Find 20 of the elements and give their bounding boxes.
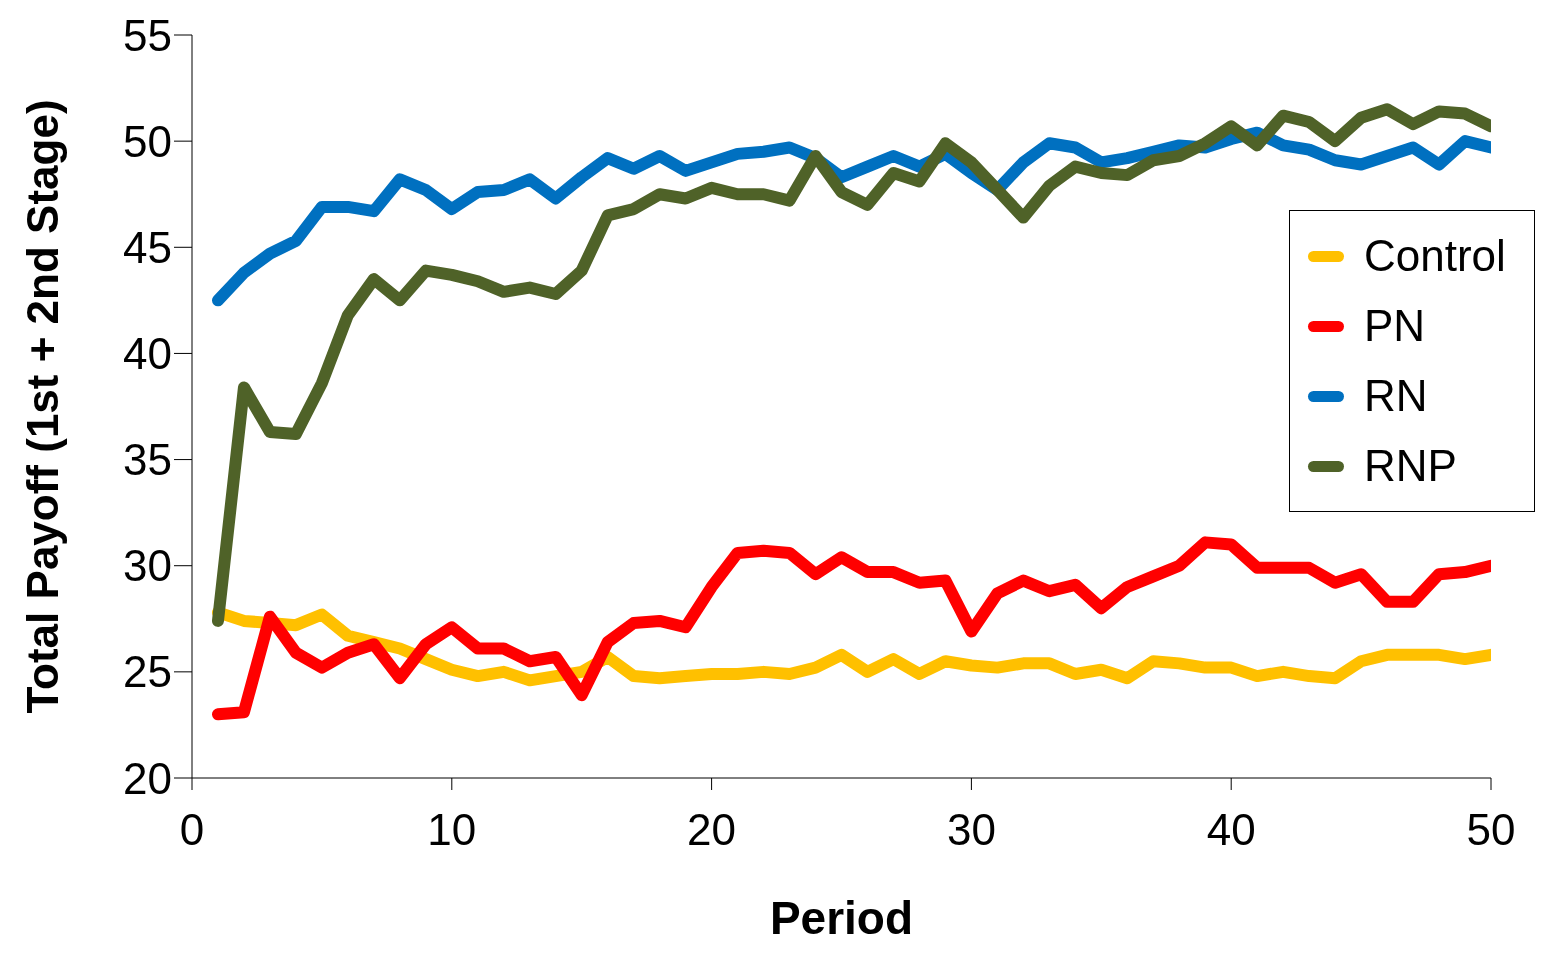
legend-label: RNP (1364, 441, 1457, 491)
y-axis-title: Total Payoff (1st + 2nd Stage) (17, 99, 67, 714)
x-tick-label: 10 (427, 805, 477, 855)
y-tick-label: 20 (123, 753, 172, 803)
legend-label: PN (1364, 301, 1426, 351)
y-tick-label: 30 (123, 541, 172, 591)
y-tick-label: 55 (123, 10, 172, 60)
legend-label: Control (1364, 231, 1506, 281)
y-tick-label: 35 (123, 435, 172, 485)
y-tick-label: 25 (123, 647, 172, 697)
legend-label: RN (1364, 371, 1428, 421)
x-tick-label: 0 (179, 805, 205, 855)
x-tick-label: 30 (946, 805, 996, 855)
y-tick-label: 45 (123, 222, 172, 272)
x-axis-title: Period (769, 892, 914, 944)
x-tick-label: 40 (1206, 805, 1256, 855)
y-tick-label: 50 (123, 116, 172, 166)
x-tick-label: 20 (687, 805, 737, 855)
x-tick-label: 50 (1466, 805, 1516, 855)
y-tick-label: 40 (123, 329, 172, 379)
